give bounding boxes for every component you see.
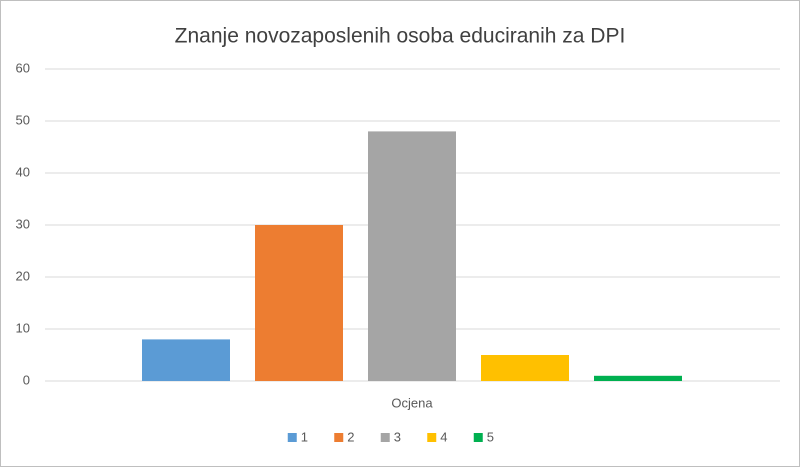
legend-label: 5 [487, 429, 494, 444]
y-tick-label: 60 [16, 60, 30, 75]
y-tick-label: 30 [16, 216, 30, 231]
legend-swatch [334, 433, 344, 442]
legend-label: 2 [347, 429, 354, 444]
legend-swatch [473, 433, 483, 442]
legend-label: 1 [301, 429, 308, 444]
y-tick-label: 20 [16, 268, 30, 283]
y-tick-label: 10 [16, 320, 30, 335]
legend-swatch [380, 433, 390, 442]
y-tick-label: 40 [16, 164, 30, 179]
bar [594, 375, 682, 381]
legend-swatch [427, 433, 437, 442]
y-tick-label: 50 [16, 112, 30, 127]
bar [255, 225, 343, 381]
chart-title: Znanje novozaposlenih osoba educiranih z… [175, 25, 626, 48]
legend-label: 4 [440, 429, 447, 444]
y-tick-label: 0 [23, 372, 30, 387]
bar [142, 339, 230, 381]
bar [481, 355, 569, 381]
bar [368, 131, 456, 381]
legend-label: 3 [394, 429, 401, 444]
x-tick-label: Ocjena [391, 395, 433, 410]
legend-swatch [287, 433, 297, 442]
